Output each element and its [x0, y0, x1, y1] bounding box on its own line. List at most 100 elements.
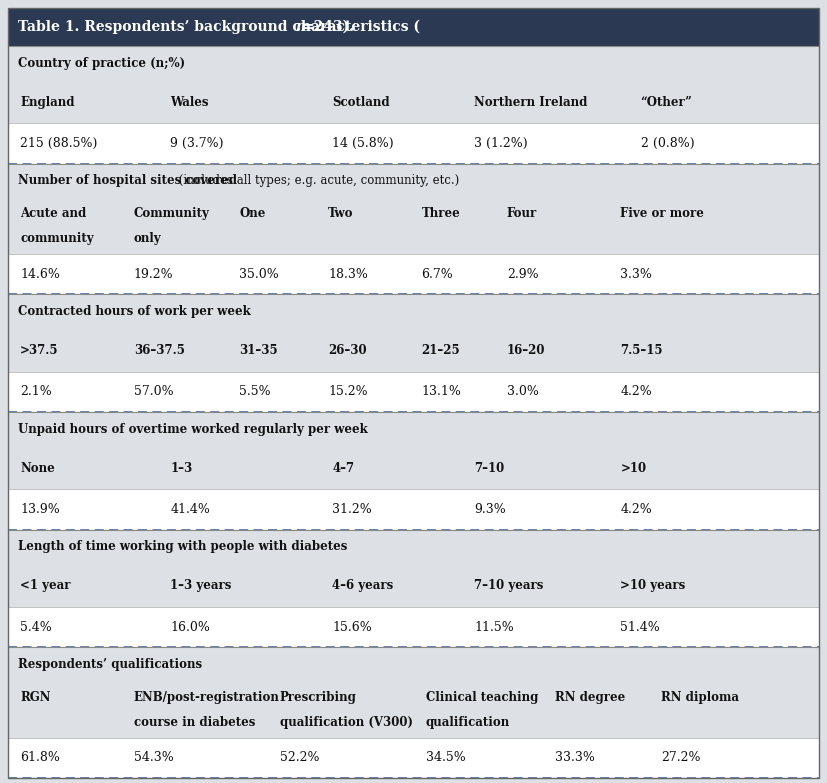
- Text: course in diabetes: course in diabetes: [134, 716, 255, 729]
- Bar: [8, 447, 819, 489]
- Text: 11.5%: 11.5%: [475, 621, 514, 633]
- Text: 4.2%: 4.2%: [620, 503, 652, 516]
- Text: Prescribing: Prescribing: [280, 691, 356, 704]
- Text: >10: >10: [620, 462, 647, 474]
- Bar: [8, 124, 819, 164]
- Text: Acute and: Acute and: [20, 207, 86, 221]
- Text: RN degree: RN degree: [556, 691, 626, 704]
- Text: 7–10: 7–10: [475, 462, 504, 474]
- Text: Length of time working with people with diabetes: Length of time working with people with …: [17, 540, 347, 554]
- Text: 3.0%: 3.0%: [507, 385, 538, 399]
- Text: 5.5%: 5.5%: [239, 385, 270, 399]
- Text: 6.7%: 6.7%: [422, 268, 453, 281]
- Text: community: community: [20, 233, 93, 245]
- Text: 7–10 years: 7–10 years: [475, 579, 543, 592]
- Bar: [8, 164, 819, 198]
- Text: Table 1. Respondents’ background characteristics (: Table 1. Respondents’ background charact…: [18, 20, 420, 34]
- Text: only: only: [134, 233, 161, 245]
- Text: 36–37.5: 36–37.5: [134, 344, 184, 357]
- Text: 35.0%: 35.0%: [239, 268, 279, 281]
- Text: Contracted hours of work per week: Contracted hours of work per week: [17, 305, 251, 319]
- Text: >37.5: >37.5: [20, 344, 59, 357]
- Bar: [8, 607, 819, 647]
- Text: 31.2%: 31.2%: [332, 503, 372, 516]
- Text: 16.0%: 16.0%: [170, 621, 210, 633]
- Text: 21–25: 21–25: [422, 344, 461, 357]
- Bar: [8, 81, 819, 124]
- Text: 4.2%: 4.2%: [620, 385, 652, 399]
- Text: RGN: RGN: [20, 691, 50, 704]
- Text: (includes all types; e.g. acute, community, etc.): (includes all types; e.g. acute, communi…: [175, 175, 460, 187]
- Bar: [8, 372, 819, 412]
- Text: Wales: Wales: [170, 96, 208, 109]
- Text: 31–35: 31–35: [239, 344, 278, 357]
- Text: 34.5%: 34.5%: [426, 752, 466, 764]
- Bar: [8, 565, 819, 607]
- Bar: [8, 329, 819, 372]
- Text: 1–3: 1–3: [170, 462, 193, 474]
- Text: 14.6%: 14.6%: [20, 268, 60, 281]
- Text: 15.2%: 15.2%: [328, 385, 368, 399]
- Bar: [8, 489, 819, 529]
- Bar: [8, 738, 819, 778]
- Text: Scotland: Scotland: [332, 96, 390, 109]
- Text: 2.1%: 2.1%: [20, 385, 52, 399]
- Text: qualification: qualification: [426, 716, 510, 729]
- Text: 9.3%: 9.3%: [475, 503, 506, 516]
- Text: Country of practice (n;%): Country of practice (n;%): [17, 57, 185, 70]
- Text: 52.2%: 52.2%: [280, 752, 319, 764]
- Text: Two: Two: [328, 207, 354, 221]
- Text: 33.3%: 33.3%: [556, 752, 595, 764]
- Text: <1 year: <1 year: [20, 579, 70, 592]
- Text: qualification (V300): qualification (V300): [280, 716, 413, 729]
- Text: n: n: [295, 20, 306, 34]
- Text: 215 (88.5%): 215 (88.5%): [20, 137, 98, 150]
- Text: Three: Three: [422, 207, 461, 221]
- Text: 26–30: 26–30: [328, 344, 367, 357]
- Text: One: One: [239, 207, 265, 221]
- Text: 27.2%: 27.2%: [661, 752, 700, 764]
- Bar: [8, 254, 819, 294]
- Bar: [8, 8, 819, 46]
- Text: Five or more: Five or more: [620, 207, 704, 221]
- Text: 18.3%: 18.3%: [328, 268, 368, 281]
- Bar: [8, 46, 819, 81]
- Bar: [8, 682, 819, 738]
- Text: Respondents’ qualifications: Respondents’ qualifications: [17, 658, 202, 671]
- Text: >10 years: >10 years: [620, 579, 686, 592]
- Text: 61.8%: 61.8%: [20, 752, 60, 764]
- Bar: [8, 294, 819, 329]
- Bar: [8, 412, 819, 447]
- Text: England: England: [20, 96, 74, 109]
- Text: None: None: [20, 462, 55, 474]
- Text: 3.3%: 3.3%: [620, 268, 653, 281]
- Text: Clinical teaching: Clinical teaching: [426, 691, 538, 704]
- Text: Number of hospital sites covered: Number of hospital sites covered: [17, 175, 237, 187]
- Bar: [8, 198, 819, 254]
- Text: 14 (5.8%): 14 (5.8%): [332, 137, 394, 150]
- Bar: [8, 647, 819, 682]
- Text: 4–6 years: 4–6 years: [332, 579, 394, 592]
- Text: Community: Community: [134, 207, 209, 221]
- Text: 57.0%: 57.0%: [134, 385, 174, 399]
- Text: 13.1%: 13.1%: [422, 385, 461, 399]
- Text: 2 (0.8%): 2 (0.8%): [641, 137, 694, 150]
- Text: 1–3 years: 1–3 years: [170, 579, 232, 592]
- Text: 54.3%: 54.3%: [134, 752, 174, 764]
- Text: 13.9%: 13.9%: [20, 503, 60, 516]
- Text: 4–7: 4–7: [332, 462, 355, 474]
- Text: Unpaid hours of overtime worked regularly per week: Unpaid hours of overtime worked regularl…: [17, 423, 367, 436]
- Text: 5.4%: 5.4%: [20, 621, 52, 633]
- Text: Four: Four: [507, 207, 537, 221]
- Text: “Other”: “Other”: [641, 96, 692, 109]
- Text: Northern Ireland: Northern Ireland: [475, 96, 588, 109]
- Bar: [8, 529, 819, 565]
- Text: ENB/post-registration: ENB/post-registration: [134, 691, 280, 704]
- Text: 19.2%: 19.2%: [134, 268, 174, 281]
- Text: 9 (3.7%): 9 (3.7%): [170, 137, 223, 150]
- Text: 41.4%: 41.4%: [170, 503, 210, 516]
- Text: 16–20: 16–20: [507, 344, 545, 357]
- Text: 3 (1.2%): 3 (1.2%): [475, 137, 528, 150]
- Text: RN diploma: RN diploma: [661, 691, 739, 704]
- Text: 51.4%: 51.4%: [620, 621, 660, 633]
